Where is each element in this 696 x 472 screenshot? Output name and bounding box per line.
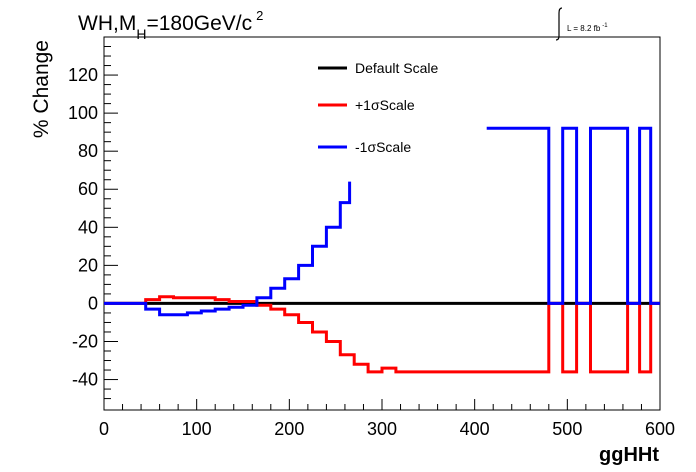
legend-label: +1σScale: [355, 97, 415, 113]
legend-label: -1σScale: [355, 139, 411, 155]
y-tick-label: 20: [78, 255, 98, 275]
y-tick-label: 100: [68, 103, 98, 123]
y-tick-label: 80: [78, 141, 98, 161]
x-tick-label: 100: [182, 419, 212, 439]
y-tick-label: 40: [78, 217, 98, 237]
series-line: [104, 295, 660, 374]
integral-icon: [555, 7, 563, 41]
y-tick-label: 120: [68, 65, 98, 85]
x-tick-label: 500: [552, 419, 582, 439]
x-axis-title: ggHHt: [599, 444, 659, 466]
series-layer: [104, 126, 660, 374]
x-tick-label: 600: [645, 419, 675, 439]
legend-label: Default Scale: [355, 60, 438, 76]
y-tick-label: 0: [88, 293, 98, 313]
luminosity-label: L = 8.2 fb -1: [555, 7, 608, 41]
y-axis-title: % Change: [30, 40, 53, 138]
series-line: [104, 126, 660, 317]
x-tick-label: 300: [367, 419, 397, 439]
svg-text:L = 8.2 fb-1: L = 8.2 fb -1: [567, 23, 608, 33]
chart-title: WH,MH=180GeV/c 2: [78, 8, 263, 42]
y-tick-label: -20: [72, 331, 98, 351]
legend: Default Scale +1σScale -1σScale: [318, 60, 438, 155]
x-tick-label: 0: [99, 419, 109, 439]
y-tick-label: -40: [72, 370, 98, 390]
y-tick-label: 60: [78, 179, 98, 199]
x-tick-label: 200: [274, 419, 304, 439]
x-tick-label: 400: [460, 419, 490, 439]
axes: 0 100 200 300 400 500 600 -40 -20 0 20 40 60 80 100 120: [68, 46, 675, 439]
